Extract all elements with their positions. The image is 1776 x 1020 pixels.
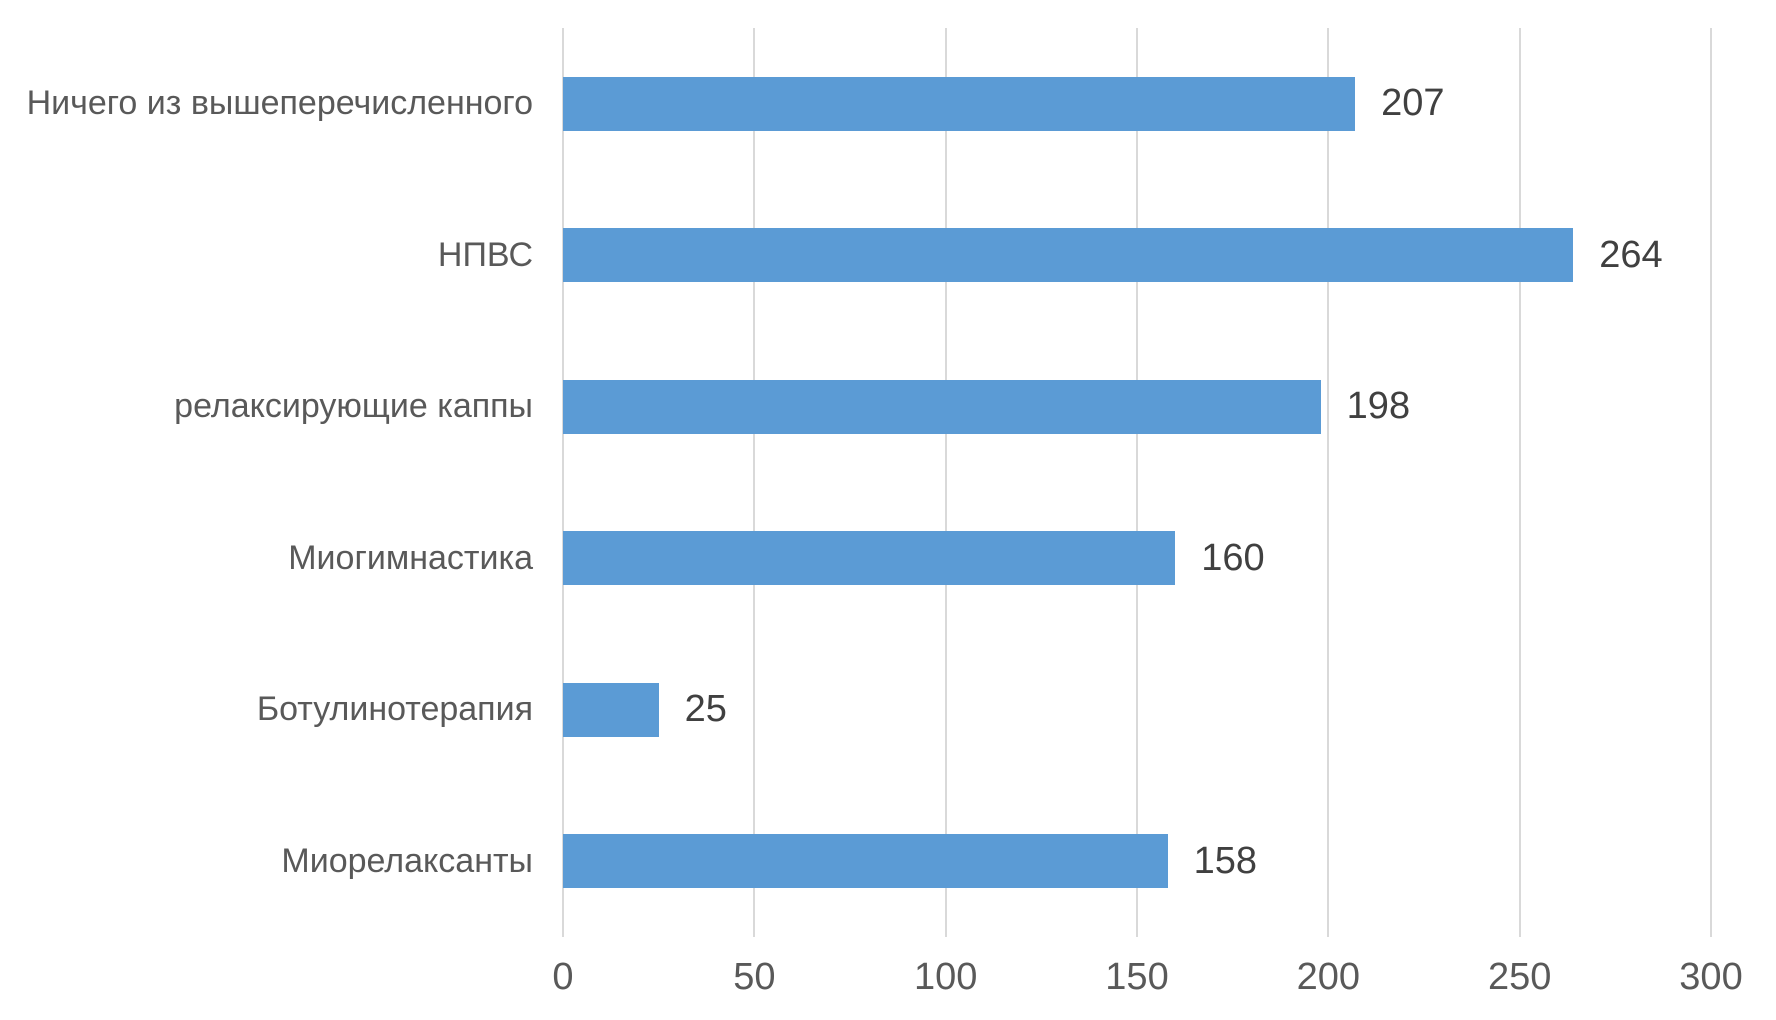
category-label: НПВС	[437, 235, 533, 274]
x-tick-label: 300	[1679, 956, 1743, 998]
category-axis: Ничего из вышеперечисленного НПВС релаксир…	[0, 28, 533, 937]
bar	[563, 531, 1176, 586]
bar-value-label: 264	[1599, 233, 1663, 276]
bar	[563, 379, 1321, 434]
bar-row: 198	[563, 331, 1711, 483]
bar-value-label: 25	[684, 688, 727, 731]
category-label: Миорелаксанты	[281, 841, 533, 880]
bar-value-label: 160	[1201, 536, 1265, 579]
category-label: Миогимнастика	[288, 538, 533, 577]
gridline	[1518, 28, 1521, 937]
bar-row: 264	[563, 180, 1711, 332]
gridline	[1327, 28, 1330, 937]
gridline	[753, 28, 756, 937]
gridline	[1136, 28, 1138, 937]
category-label: Ничего из вышеперечисленного	[26, 84, 533, 123]
x-tick-label: 0	[552, 956, 574, 998]
bar	[563, 76, 1356, 131]
bar-row: 160	[563, 483, 1711, 635]
x-tick-label: 250	[1487, 956, 1552, 998]
bar	[563, 834, 1168, 889]
x-tick-label: 150	[1105, 956, 1169, 998]
bar-row: 207	[563, 28, 1711, 180]
bar-value-label: 198	[1346, 385, 1411, 428]
bar	[563, 228, 1574, 283]
category-label: релаксирующие каппы	[174, 387, 533, 426]
bar-row: 25	[563, 634, 1711, 786]
bar-row: 158	[563, 786, 1711, 938]
gridline	[562, 28, 564, 937]
bar	[563, 682, 659, 737]
category-label: Ботулинотерапия	[256, 690, 533, 729]
bar-value-label: 158	[1193, 839, 1258, 882]
x-tick-label: 100	[913, 956, 978, 998]
value-axis: 0 50 100 150 200 250 300	[552, 948, 1742, 1008]
gridline	[1710, 28, 1712, 937]
x-tick-label: 200	[1296, 956, 1361, 998]
x-tick-label: 50	[733, 956, 776, 998]
gridline	[944, 28, 947, 937]
bar-value-label: 207	[1381, 82, 1445, 125]
plot-area: 207 264 198 160 25 158	[562, 28, 1712, 938]
